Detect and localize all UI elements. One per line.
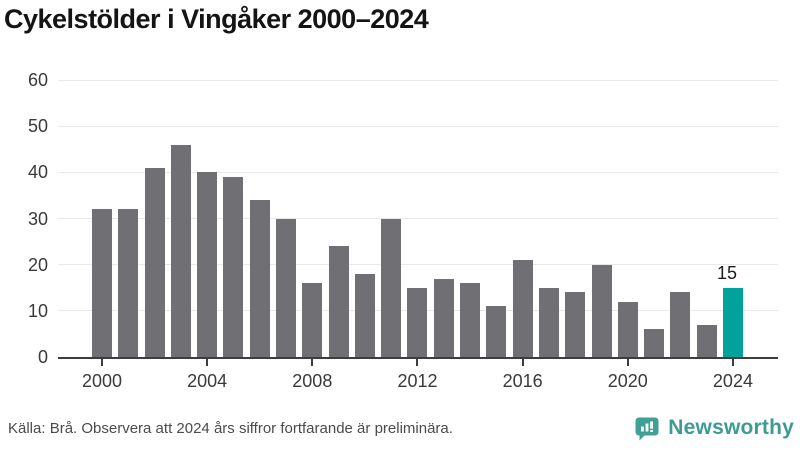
bar-2002 [144, 167, 165, 357]
x-axis-tick-2004 [206, 357, 209, 366]
gridline-y-30 [58, 218, 778, 219]
bar-2011 [381, 218, 402, 357]
chart-title: Cykelstölder i Vingåker 2000–2024 [4, 4, 429, 34]
x-axis-label-2024: 2024 [712, 371, 753, 391]
x-axis-tick-2020 [626, 357, 629, 366]
bar-2015 [486, 306, 507, 357]
x-axis-label-2004: 2004 [187, 371, 228, 391]
bar-2017 [538, 287, 559, 357]
x-axis-tick-2016 [521, 357, 524, 366]
bar-2024 [722, 287, 743, 357]
x-axis-tick-2012 [416, 357, 419, 366]
newsworthy-logo: Newsworthy [634, 415, 794, 442]
y-axis-label-10: 10 [27, 300, 48, 321]
bar-2013 [433, 278, 454, 357]
y-axis-label-20: 20 [27, 254, 48, 275]
y-axis-label-30: 30 [27, 208, 48, 229]
footer: Källa: Brå. Observera att 2024 års siffr… [8, 412, 794, 444]
y-axis-label-60: 60 [27, 70, 48, 90]
bar-2000 [92, 209, 112, 357]
bar-2018 [565, 292, 586, 357]
highlight-value-label: 15 [716, 262, 737, 283]
bar-2019 [591, 264, 612, 357]
newsworthy-wordmark: Newsworthy [668, 416, 794, 439]
gridline-y-60 [58, 79, 778, 81]
y-axis-label-40: 40 [27, 162, 48, 183]
bar-2022 [670, 292, 691, 357]
x-axis-tick-2008 [311, 357, 314, 366]
bar-2023 [696, 324, 717, 357]
bar-2001 [118, 209, 139, 357]
x-axis-tick-2000 [101, 357, 103, 366]
plot-area: 0 10 20 30 40 50 60 15 2000 2004 2008 2012 2016 2020 2… [28, 71, 778, 390]
bar-2005 [223, 176, 244, 357]
x-axis-tick-2024 [731, 357, 734, 366]
bar-2004 [197, 172, 218, 357]
bar-2020 [617, 301, 638, 357]
bar-2010 [354, 273, 375, 357]
bar-2007 [276, 218, 297, 357]
bar-2003 [170, 144, 191, 357]
gridline-y-20 [58, 264, 778, 266]
x-axis-label-2000: 2000 [81, 371, 123, 391]
x-axis-label-2008: 2008 [292, 371, 333, 391]
bar-2014 [460, 283, 481, 357]
y-axis-label-0: 0 [37, 347, 48, 367]
source-note: Källa: Brå. Observera att 2024 års siffr… [8, 419, 453, 437]
bar-2006 [249, 200, 270, 357]
x-axis-label-2012: 2012 [397, 371, 438, 391]
bar-2021 [644, 329, 665, 357]
x-axis-label-2016: 2016 [502, 371, 543, 391]
bar-2016 [512, 260, 533, 357]
gridline-y-40 [58, 171, 778, 173]
gridline-y-50 [58, 125, 778, 127]
bar-chart-speech-bubble-icon [634, 415, 661, 442]
bar-2012 [407, 287, 428, 357]
bar-2008 [302, 283, 323, 357]
bar-2009 [328, 246, 349, 357]
y-axis-label-50: 50 [27, 116, 48, 137]
x-axis-label-2020: 2020 [607, 371, 648, 391]
